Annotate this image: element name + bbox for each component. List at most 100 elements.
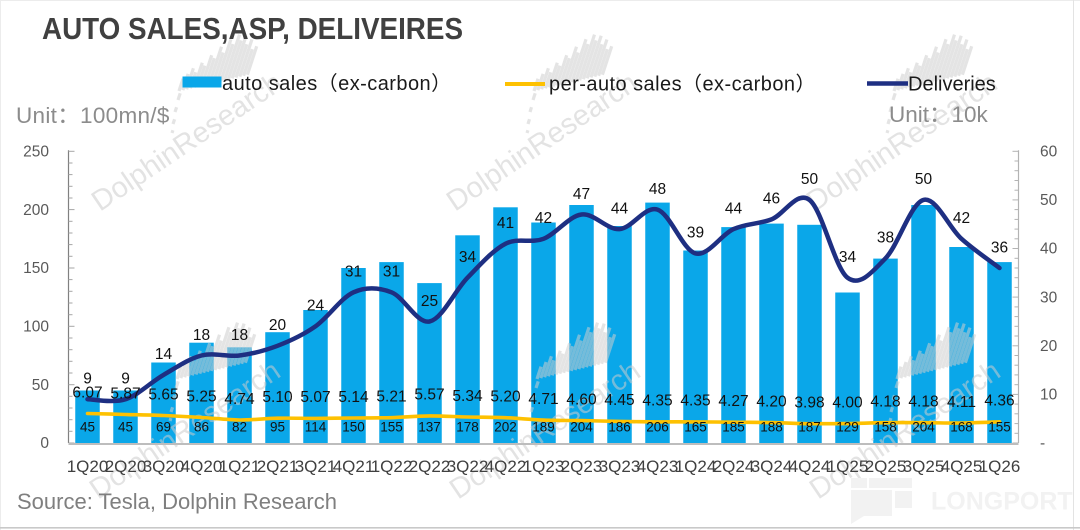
svg-text:50: 50 — [32, 377, 50, 394]
svg-text:4.18: 4.18 — [908, 394, 938, 411]
svg-text:2Q20: 2Q20 — [105, 457, 147, 476]
svg-text:4.11: 4.11 — [947, 394, 976, 411]
svg-text:5.21: 5.21 — [376, 389, 406, 406]
svg-text:189: 189 — [532, 420, 555, 435]
svg-text:69: 69 — [156, 420, 171, 435]
svg-text:14: 14 — [155, 346, 173, 363]
svg-text:4Q24: 4Q24 — [789, 457, 831, 476]
svg-text:3Q22: 3Q22 — [447, 457, 489, 476]
svg-text:82: 82 — [232, 420, 247, 435]
svg-text:41: 41 — [497, 215, 514, 232]
svg-text:9: 9 — [83, 371, 92, 388]
svg-text:165: 165 — [684, 420, 707, 435]
svg-text:6.07: 6.07 — [72, 384, 102, 401]
svg-text:60: 60 — [1040, 144, 1058, 161]
svg-text:158: 158 — [874, 420, 897, 435]
svg-text:129: 129 — [836, 420, 859, 435]
svg-text:31: 31 — [345, 264, 362, 281]
svg-text:5.10: 5.10 — [262, 389, 293, 406]
svg-text:50: 50 — [801, 171, 819, 188]
svg-text:20: 20 — [269, 317, 287, 334]
svg-text:1Q23: 1Q23 — [523, 457, 565, 476]
svg-text:5.14: 5.14 — [338, 389, 369, 406]
svg-text:3Q23: 3Q23 — [599, 457, 641, 476]
svg-text:44: 44 — [725, 200, 743, 217]
svg-text:4Q21: 4Q21 — [333, 457, 375, 476]
svg-text:39: 39 — [687, 225, 704, 242]
svg-text:31: 31 — [383, 264, 400, 281]
svg-text:155: 155 — [380, 420, 403, 435]
svg-text:1Q21: 1Q21 — [219, 457, 261, 476]
svg-text:4.18: 4.18 — [870, 394, 900, 411]
svg-text:137: 137 — [418, 420, 441, 435]
svg-text:4.60: 4.60 — [566, 391, 597, 408]
svg-text:150: 150 — [23, 260, 49, 277]
svg-text:Unit：10k: Unit：10k — [889, 102, 989, 127]
svg-text:4.74: 4.74 — [224, 391, 255, 408]
svg-text:4.27: 4.27 — [718, 393, 748, 410]
svg-text:4.45: 4.45 — [604, 392, 634, 409]
svg-text:100: 100 — [23, 319, 49, 336]
svg-text:204: 204 — [912, 420, 935, 435]
svg-text:34: 34 — [459, 249, 477, 266]
svg-text:155: 155 — [988, 420, 1011, 435]
svg-text:44: 44 — [611, 200, 629, 217]
svg-text:36: 36 — [991, 239, 1008, 256]
svg-text:1Q25: 1Q25 — [827, 457, 869, 476]
svg-text:48: 48 — [649, 181, 666, 198]
svg-text:5.34: 5.34 — [452, 388, 483, 405]
svg-text:9: 9 — [121, 371, 130, 388]
svg-text:Deliveries: Deliveries — [908, 74, 996, 96]
svg-text:18: 18 — [231, 327, 248, 344]
svg-text:250: 250 — [23, 144, 49, 161]
svg-text:25: 25 — [421, 293, 438, 310]
svg-text:187: 187 — [798, 420, 821, 435]
svg-text:Unit：100mn/$: Unit：100mn/$ — [16, 103, 170, 128]
svg-text:50: 50 — [915, 171, 933, 188]
svg-text:150: 150 — [342, 420, 365, 435]
svg-text:3Q24: 3Q24 — [751, 457, 793, 476]
svg-text:24: 24 — [307, 298, 325, 315]
svg-text:0: 0 — [40, 435, 49, 452]
svg-text:2Q21: 2Q21 — [257, 457, 299, 476]
svg-text:186: 186 — [608, 420, 631, 435]
svg-text:178: 178 — [456, 420, 479, 435]
svg-text:3Q20: 3Q20 — [143, 457, 185, 476]
svg-text:42: 42 — [535, 210, 552, 227]
svg-text:3Q25: 3Q25 — [903, 457, 945, 476]
svg-text:10: 10 — [1040, 387, 1058, 404]
svg-text:1Q24: 1Q24 — [675, 457, 717, 476]
svg-text:2Q22: 2Q22 — [409, 457, 451, 476]
svg-text:4.35: 4.35 — [642, 393, 672, 410]
svg-text:202: 202 — [494, 420, 517, 435]
svg-text:per-auto sales（ex-carbon）: per-auto sales（ex-carbon） — [549, 73, 816, 96]
svg-text:18: 18 — [193, 327, 210, 344]
svg-text:4Q22: 4Q22 — [485, 457, 527, 476]
svg-text:46: 46 — [763, 191, 780, 208]
svg-text:auto sales（ex-carbon）: auto sales（ex-carbon） — [222, 72, 452, 95]
svg-text:168: 168 — [950, 420, 973, 435]
svg-text:185: 185 — [722, 420, 745, 435]
svg-text:4.35: 4.35 — [680, 393, 710, 410]
svg-text:3.98: 3.98 — [794, 395, 824, 412]
svg-text:1Q22: 1Q22 — [371, 457, 413, 476]
svg-text:4.71: 4.71 — [528, 391, 558, 408]
svg-text:95: 95 — [270, 420, 285, 435]
svg-text:2Q23: 2Q23 — [561, 457, 603, 476]
svg-text:Source: Tesla, Dolphin Researc: Source: Tesla, Dolphin Research — [17, 489, 337, 514]
svg-text:5.07: 5.07 — [300, 389, 330, 406]
svg-text:4Q25: 4Q25 — [941, 457, 983, 476]
svg-text:50: 50 — [1040, 192, 1058, 209]
svg-text:4.00: 4.00 — [832, 394, 863, 411]
svg-text:20: 20 — [1040, 338, 1058, 355]
svg-text:5.57: 5.57 — [414, 387, 444, 404]
svg-text:5.65: 5.65 — [148, 386, 178, 403]
svg-text:4.20: 4.20 — [756, 393, 787, 410]
svg-text:206: 206 — [646, 420, 669, 435]
svg-text:45: 45 — [118, 420, 133, 435]
svg-text:AUTO SALES,ASP, DELIVEIRES: AUTO SALES,ASP, DELIVEIRES — [42, 11, 463, 46]
svg-text:4Q20: 4Q20 — [181, 457, 223, 476]
svg-text:5.20: 5.20 — [490, 389, 521, 406]
svg-text:2Q25: 2Q25 — [865, 457, 907, 476]
svg-text:114: 114 — [305, 420, 327, 435]
